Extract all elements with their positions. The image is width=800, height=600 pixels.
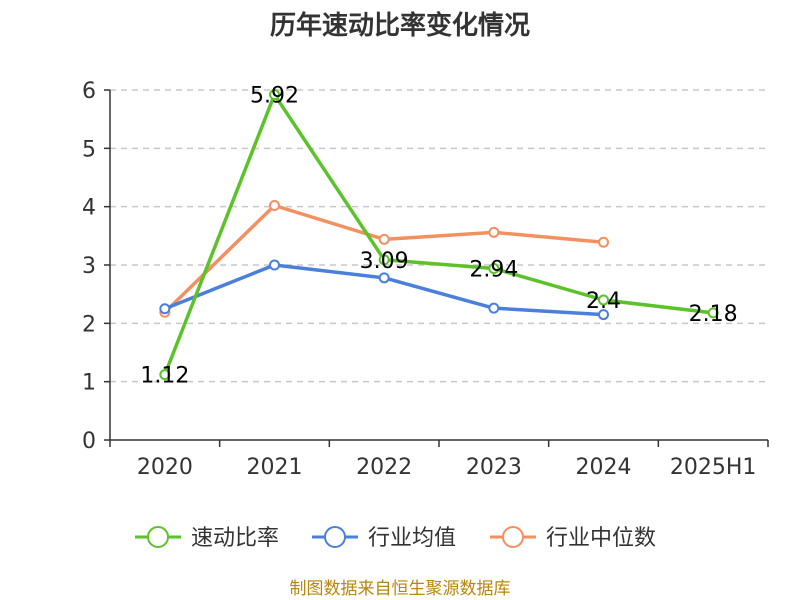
data-point[interactable]: [488, 302, 500, 314]
legend-marker: [502, 526, 524, 548]
data-point[interactable]: [707, 307, 719, 319]
data-point[interactable]: [598, 309, 609, 321]
legend-label: 速动比率: [191, 526, 279, 551]
data-label: 2.94: [469, 258, 518, 283]
legend-marker: [147, 526, 169, 548]
data-point[interactable]: [378, 254, 390, 266]
legend-item-2[interactable]: 行业中位数: [490, 526, 656, 551]
y-tick-label: 2: [82, 312, 96, 337]
data-point[interactable]: [598, 236, 609, 248]
data-label: 2.4: [586, 289, 621, 314]
legend-item-1[interactable]: 行业均值: [312, 526, 456, 551]
x-tick-label: 2022: [356, 455, 412, 480]
data-point[interactable]: [269, 200, 280, 211]
data-point[interactable]: [598, 294, 609, 306]
legend-label: 行业中位数: [546, 526, 656, 551]
axes: 0 1 2 3 4 5 6 2020 2021 2022 2023 2024 2025H1: [82, 79, 769, 480]
x-tick-label: 2025H1: [670, 455, 757, 480]
data-point[interactable]: [488, 263, 500, 274]
legend[interactable]: 速动比率 行业均值 行业中位数: [135, 526, 656, 551]
legend-item-0[interactable]: 速动比率: [135, 526, 279, 551]
x-tick-label: 2021: [247, 455, 303, 480]
data-point[interactable]: [159, 369, 171, 381]
y-tick-label: 0: [82, 429, 96, 454]
x-tick-label: 2020: [137, 455, 193, 480]
series-lines: [159, 89, 719, 381]
data-label: 5.92: [250, 84, 299, 109]
data-label: 1.12: [140, 364, 189, 389]
y-tick-label: 4: [82, 196, 96, 221]
data-point[interactable]: [159, 303, 171, 315]
data-labels: 1.12 5.92 3.09 2.94 2.4 2.18: [140, 84, 737, 389]
series-line-0: [163, 92, 714, 376]
source-note: 制图数据来自恒生聚源数据库: [290, 579, 511, 599]
chart-title: 历年速动比率变化情况: [270, 10, 530, 41]
y-tick-label: 6: [82, 79, 96, 104]
data-point[interactable]: [269, 259, 280, 271]
data-point[interactable]: [378, 233, 390, 245]
legend-label: 行业均值: [368, 526, 456, 551]
y-tick-label: 1: [82, 371, 96, 396]
x-tick-label: 2024: [576, 455, 632, 480]
data-point[interactable]: [269, 89, 280, 101]
data-point[interactable]: [488, 226, 500, 238]
x-tick-label: 2023: [466, 455, 522, 480]
y-tick-label: 3: [82, 254, 96, 279]
y-tick-label: 5: [82, 137, 96, 162]
data-point[interactable]: [378, 272, 390, 284]
legend-marker: [324, 526, 346, 548]
data-label: 3.09: [360, 249, 409, 274]
data-label: 2.18: [689, 302, 738, 327]
